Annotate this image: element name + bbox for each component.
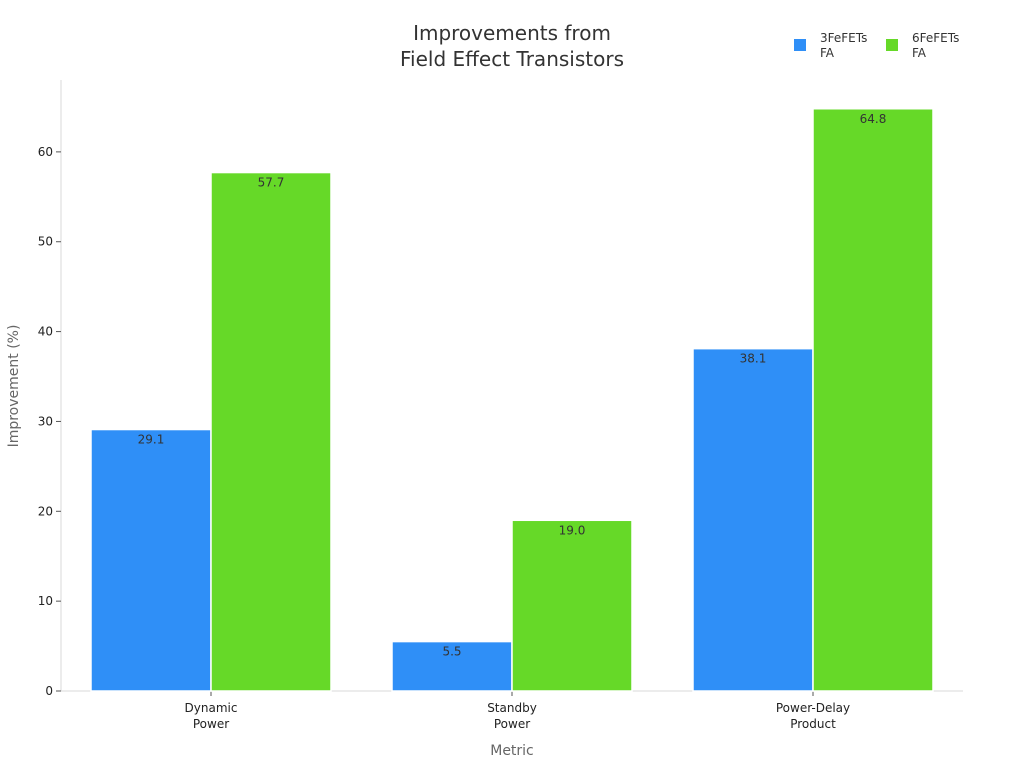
chart-title-text-line: Field Effect Transistors xyxy=(400,47,624,71)
x-tick-label: Dynamic Power xyxy=(185,701,238,731)
bar-1-1 xyxy=(511,519,633,692)
y-tick-label: 30 xyxy=(38,414,53,428)
x-tick-label: Standby Power xyxy=(487,701,537,731)
bar-value-label: 64.8 xyxy=(860,112,887,126)
x-axis-label: Metric xyxy=(490,743,534,759)
y-tick-label: 40 xyxy=(38,325,53,339)
axes: 0 10 20 30 40 50 60 Dynamic Power Standby Power Pow… xyxy=(38,80,963,731)
bar-1-0 xyxy=(210,171,332,692)
legend-label-1-line: 6FeFETs xyxy=(912,31,959,45)
legend-label-0-line: FA xyxy=(820,46,835,60)
bars xyxy=(90,108,934,692)
y-tick-label: 0 xyxy=(45,684,53,698)
y-tick-label: 60 xyxy=(38,145,53,159)
value-labels: 29.1 5.5 38.1 57.7 19.0 64.8 xyxy=(138,112,887,659)
y-axis-label: Improvement (%) xyxy=(6,325,22,448)
bar-value-label: 19.0 xyxy=(559,523,586,537)
legend-swatch-1 xyxy=(886,39,898,51)
x-tick-label-line: Product xyxy=(790,717,836,731)
x-tick-label-line: Dynamic xyxy=(185,701,238,715)
legend-label-1: 6FeFETs FA xyxy=(912,31,959,60)
x-tick-label-line: Power-Delay xyxy=(776,701,850,715)
chart-title-text-line: Improvements from xyxy=(413,21,611,45)
legend-label-1-line: FA xyxy=(912,46,927,60)
x-tick-label-line: Power xyxy=(193,717,229,731)
bar-0-0 xyxy=(90,428,212,692)
y-tick-label: 10 xyxy=(38,594,53,608)
x-tick-label: Power-Delay Product xyxy=(776,701,850,731)
legend-label-0: 3FeFETs FA xyxy=(820,31,867,60)
y-tick-label: 50 xyxy=(38,235,53,249)
bar-value-label: 38.1 xyxy=(740,352,767,366)
y-tick-label: 20 xyxy=(38,504,53,518)
bar-value-label: 5.5 xyxy=(442,645,461,659)
legend-swatch-0 xyxy=(794,39,806,51)
x-tick-label-line: Standby xyxy=(487,701,537,715)
legend-label-0-line: 3FeFETs xyxy=(820,31,867,45)
bar-value-label: 29.1 xyxy=(138,433,165,447)
bar-0-2 xyxy=(692,347,814,692)
bar-value-label: 57.7 xyxy=(258,176,285,190)
x-tick-label-line: Power xyxy=(494,717,530,731)
chart-title-text: Improvements from Field Effect Transistor… xyxy=(400,21,624,71)
bar-0-1 xyxy=(391,640,513,692)
bar-1-2 xyxy=(812,108,934,692)
chart-title: Improvements from Field Effect Transistor… xyxy=(400,21,624,71)
